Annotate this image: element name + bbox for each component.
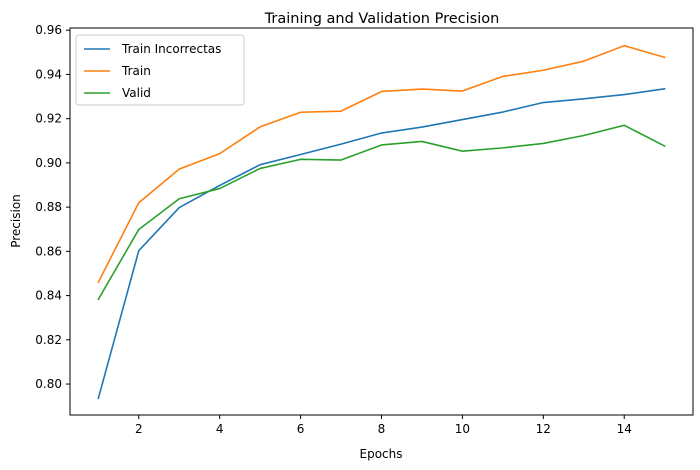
axis-ticks: 2 4 6 8 10 12 14 0.80 0.82 0.84 0.86 0.88 0.90 0.92 0.… — [35, 23, 632, 436]
x-tick-label: 12 — [536, 422, 551, 436]
legend: Train Incorrectas Train Valid — [75, 34, 245, 106]
y-tick-label: 0.86 — [35, 244, 62, 258]
x-axis-title: Epochs — [360, 447, 403, 461]
y-tick-label: 0.84 — [35, 289, 62, 303]
y-tick-label: 0.92 — [35, 112, 62, 126]
legend-label: Train Incorrectas — [121, 42, 221, 56]
x-tick-label: 4 — [216, 422, 224, 436]
y-tick-label: 0.90 — [35, 156, 62, 170]
x-tick-label: 14 — [617, 422, 632, 436]
y-tick-label: 0.94 — [35, 67, 62, 81]
legend-label: Train — [121, 64, 151, 78]
plot-frame — [69, 27, 694, 416]
series-line-valid — [97, 124, 666, 301]
legend-label: Valid — [122, 86, 151, 100]
x-tick-label: 6 — [297, 422, 305, 436]
x-tick-label: 10 — [455, 422, 470, 436]
legend-box — [75, 34, 245, 106]
y-axis-title: Precision — [9, 194, 23, 248]
y-tick-label: 0.80 — [35, 377, 62, 391]
x-tick-label: 8 — [378, 422, 386, 436]
y-tick-label: 0.88 — [35, 200, 62, 214]
x-tick-label: 2 — [135, 422, 143, 436]
series-line-train-incorrectas — [97, 88, 666, 400]
series-line-train — [97, 44, 666, 284]
series-lines — [97, 44, 666, 400]
y-tick-label: 0.82 — [35, 333, 62, 347]
y-tick-label: 0.96 — [35, 23, 62, 37]
chart-title: Training and Validation Precision — [264, 11, 500, 27]
